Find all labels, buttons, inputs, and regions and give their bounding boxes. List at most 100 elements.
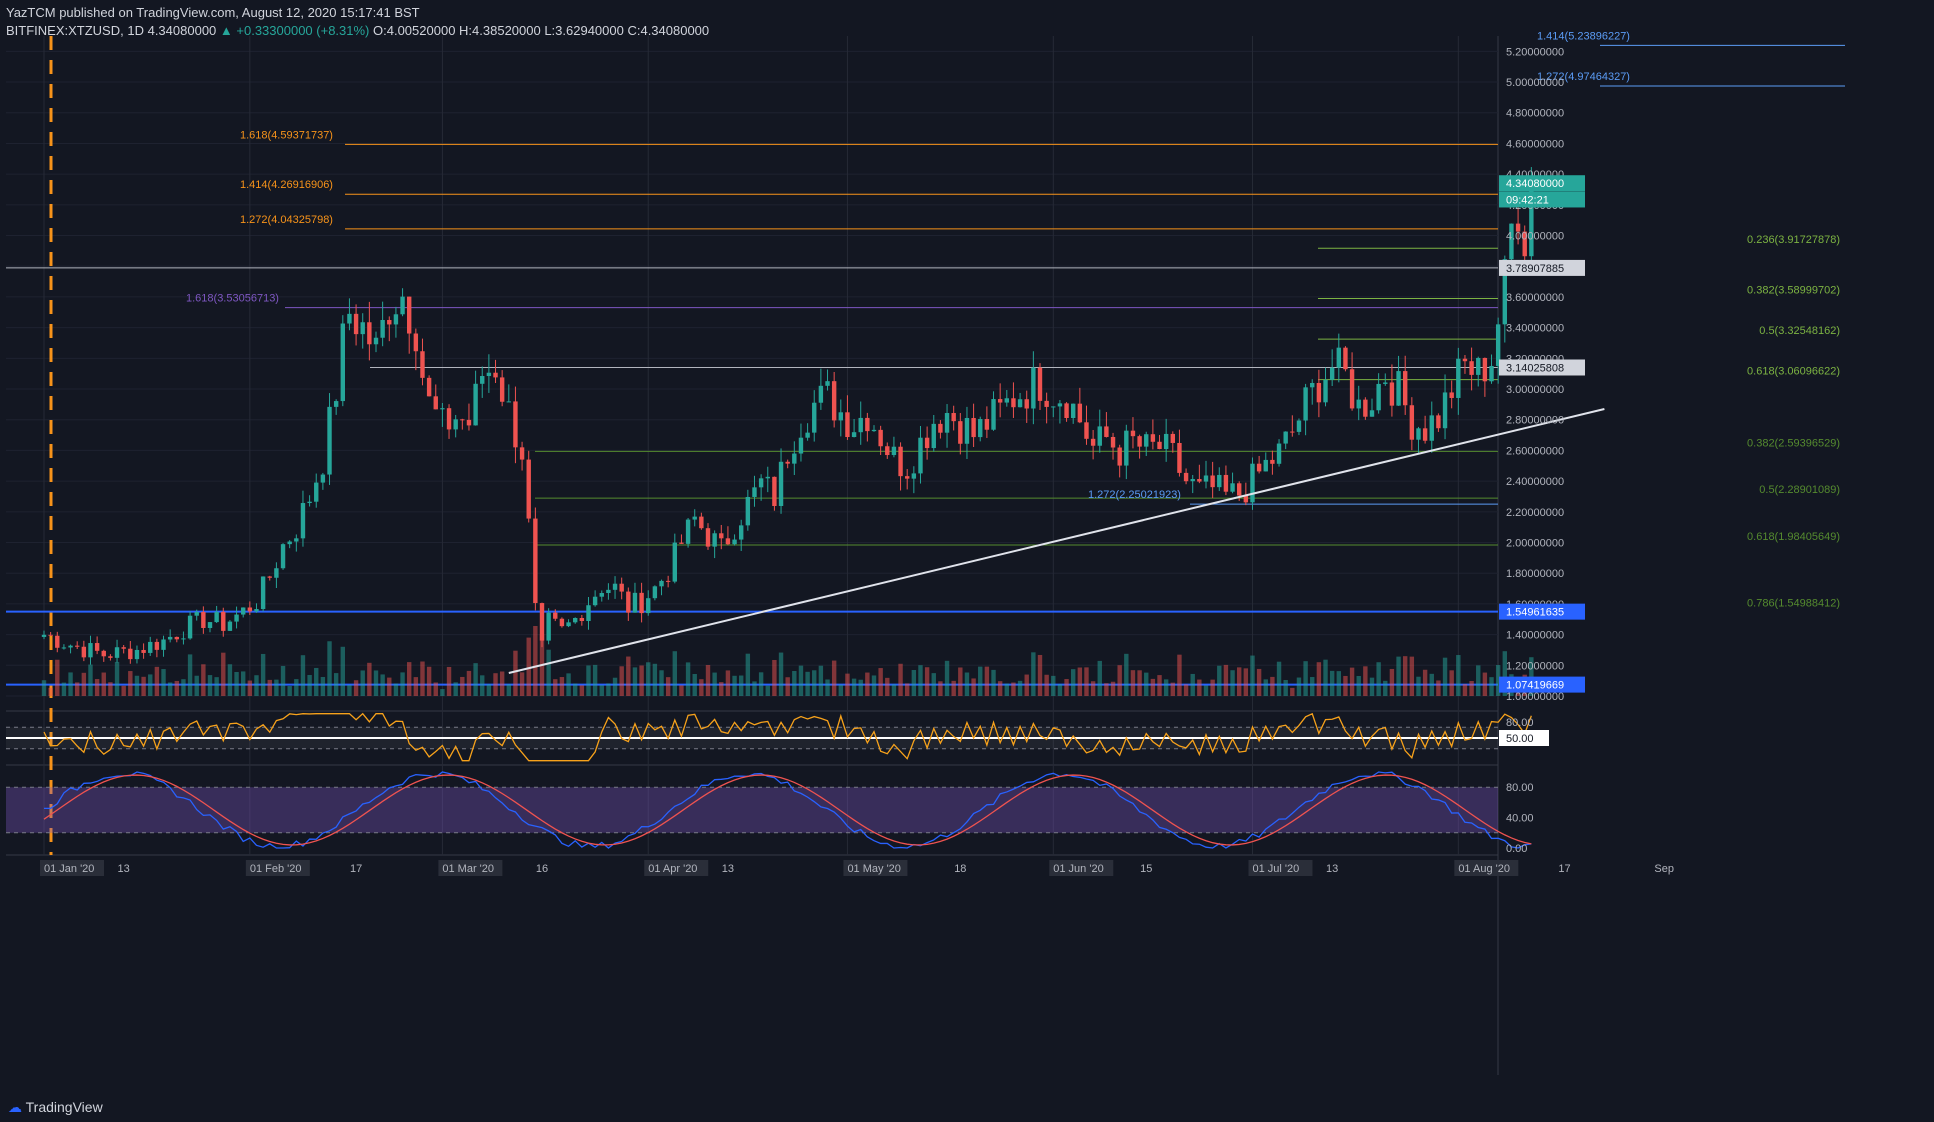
volume-bar: [1436, 680, 1441, 696]
volume-bar: [659, 670, 664, 696]
candle-body: [805, 432, 810, 438]
candle-body: [639, 592, 644, 614]
price-chart[interactable]: 1.414(5.23896227) 1.272(4.97464327) 1.618(…: [0, 0, 1934, 1094]
volume-bar: [1051, 675, 1056, 696]
volume-bar: [241, 671, 246, 696]
candle-body: [201, 611, 206, 628]
candle-body: [460, 419, 465, 421]
volume-bar: [1449, 670, 1454, 696]
stoch-band: [6, 787, 1498, 833]
ticker-label: BITFINEX:XTZUSD, 1D: [6, 23, 144, 38]
volume-bar: [579, 685, 585, 696]
candle-body: [1004, 398, 1009, 403]
volume-bar: [1090, 681, 1096, 696]
volume-bar: [121, 685, 126, 696]
candle-body: [1197, 479, 1202, 482]
candle-body: [1031, 367, 1036, 409]
volume-bar: [785, 677, 790, 696]
candle-body: [480, 376, 485, 384]
volume-bar: [260, 653, 266, 696]
volume-bar: [885, 677, 890, 696]
tradingview-logo[interactable]: ☁ TradingView: [8, 1099, 103, 1116]
fib-level-label: 0.618(3.06096622): [1747, 366, 1840, 378]
candle-body: [1369, 410, 1375, 417]
candle-body: [81, 646, 87, 658]
volume-bar: [984, 666, 990, 696]
candle-body: [858, 417, 863, 433]
volume-bar: [300, 655, 306, 696]
time-tick-box: [40, 860, 104, 876]
candle-body: [911, 473, 917, 479]
candle-body: [712, 533, 717, 547]
volume-bar: [41, 680, 47, 696]
price-tick-label: 3.60000000: [1506, 292, 1564, 304]
price-badge: [1499, 603, 1585, 620]
candle-body: [1482, 357, 1488, 382]
candle-body: [1190, 479, 1195, 482]
time-tick-label: 13: [722, 863, 734, 875]
volume-bar: [280, 665, 286, 696]
volume-bar: [81, 672, 87, 696]
candle-body: [154, 641, 160, 650]
candle-body: [997, 399, 1003, 403]
candle-body: [659, 580, 664, 587]
trendline[interactable]: [508, 408, 1605, 674]
candle-body: [792, 453, 797, 464]
volume-bar: [831, 660, 837, 696]
candle-body: [1529, 183, 1534, 257]
volume-bar: [68, 672, 73, 696]
volume-bar: [1230, 670, 1235, 696]
fib-level-label: 1.272(4.04325798): [240, 214, 333, 226]
candle-body: [1117, 447, 1122, 466]
candle-body: [1044, 400, 1049, 407]
fib-levels: 1.414(5.23896227) 1.272(4.97464327) 1.618(…: [6, 30, 1845, 686]
candle-body: [260, 576, 266, 610]
volume-bar: [1316, 662, 1322, 696]
candle-body: [705, 528, 711, 547]
candle-body: [234, 614, 239, 622]
volume-bar: [845, 673, 850, 696]
candle-body: [167, 636, 173, 640]
candle-body: [360, 322, 365, 335]
candle-body: [426, 377, 432, 397]
candle-body: [891, 446, 897, 456]
candle-body: [327, 406, 332, 475]
time-tick-label: 01 Jul '20: [1252, 863, 1299, 875]
price-axis[interactable]: 1.000000001.200000001.400000001.60000000…: [1499, 46, 1585, 703]
volume-bar: [274, 679, 279, 696]
volume-bar: [174, 680, 179, 696]
candle-body: [1290, 431, 1295, 433]
volume-bar: [400, 672, 405, 696]
candle-body: [280, 544, 286, 569]
candle-body: [606, 589, 611, 594]
candle-body: [353, 313, 359, 335]
candle-body: [1336, 347, 1341, 368]
time-axis[interactable]: 01 Jan '20 13 01 Feb '20 17 01 Mar '20 16 01 A…: [40, 860, 1674, 876]
candle-body: [1316, 382, 1322, 403]
candle-body: [1283, 431, 1288, 444]
candle-body: [592, 596, 598, 606]
volume-bar: [227, 664, 233, 696]
candle-body: [745, 496, 751, 526]
volume-bar: [1250, 655, 1255, 696]
publish-line: YazTCM published on TradingView.com, Aug…: [6, 5, 420, 20]
volume-bar: [559, 677, 565, 696]
time-tick-box: [1454, 860, 1519, 876]
candle-body: [1403, 371, 1408, 406]
volume-bar: [1283, 680, 1288, 696]
time-tick-label: 16: [536, 863, 548, 875]
volume-bar: [1369, 677, 1375, 696]
candle-body: [812, 402, 817, 433]
volume-bar: [606, 683, 611, 696]
time-tick-label: 15: [1140, 863, 1152, 875]
candle-body: [214, 611, 219, 623]
price-badge: [1499, 676, 1585, 693]
price-tick-label: 5.00000000: [1506, 77, 1564, 89]
volume-bar: [61, 682, 67, 696]
volume-bar: [1203, 685, 1209, 696]
price-tick-label: 5.20000000: [1506, 46, 1564, 58]
volume-bar: [665, 677, 671, 696]
time-tick-label: 18: [954, 863, 966, 875]
candle-body: [1237, 483, 1242, 496]
candle-body: [473, 383, 478, 426]
